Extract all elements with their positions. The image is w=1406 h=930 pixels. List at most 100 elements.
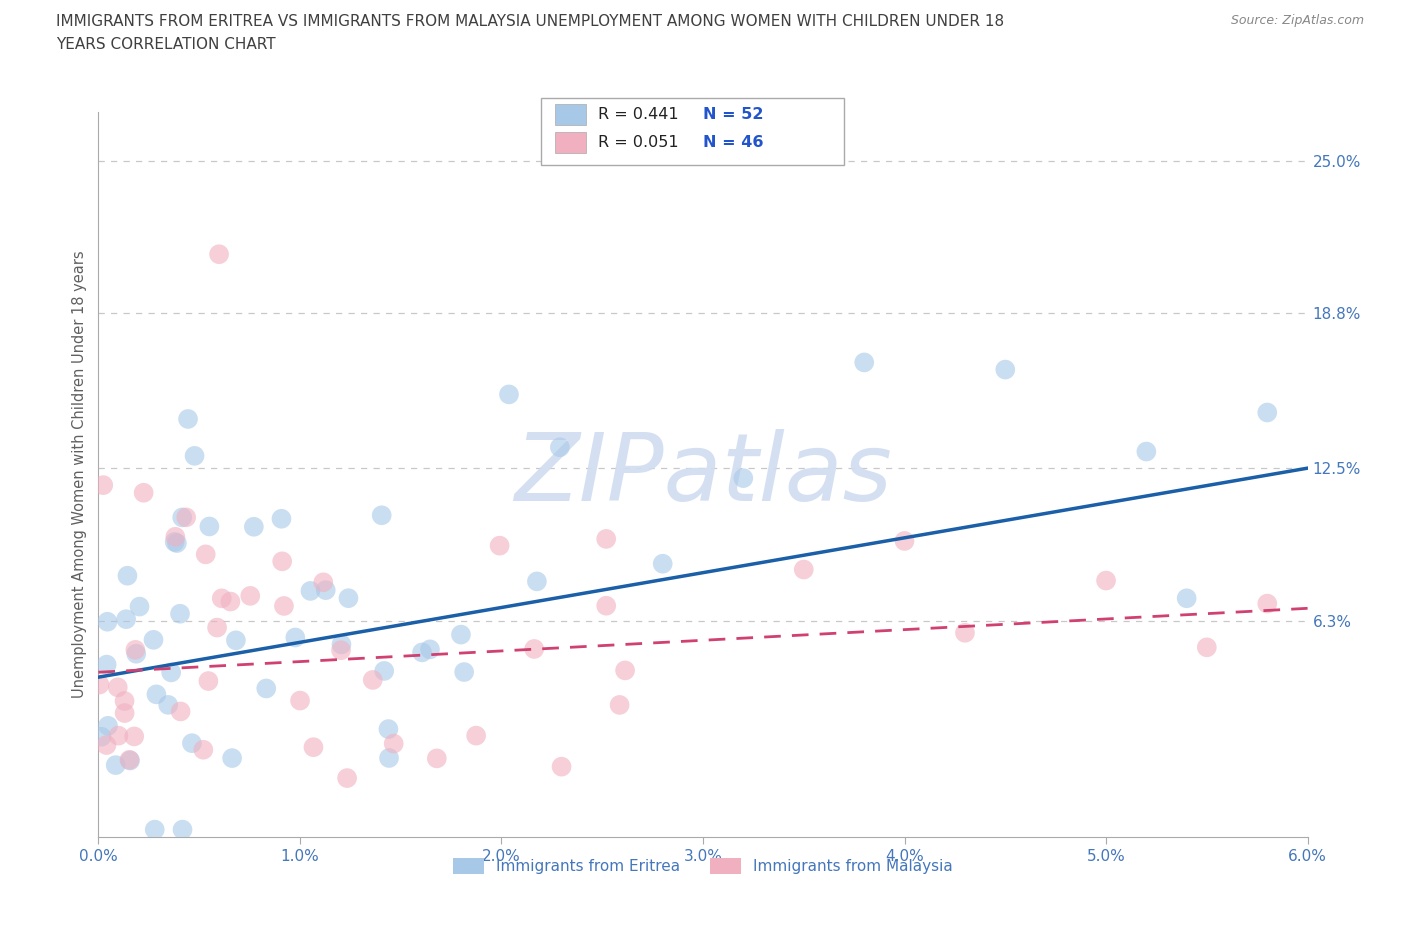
Legend: Immigrants from Eritrea, Immigrants from Malaysia: Immigrants from Eritrea, Immigrants from… <box>447 852 959 880</box>
Point <box>166 536 188 551</box>
Point <box>651 556 673 571</box>
Point <box>104 758 127 773</box>
Point <box>609 698 631 712</box>
Point <box>488 538 510 553</box>
Text: IMMIGRANTS FROM ERITREA VS IMMIGRANTS FROM MALAYSIA UNEMPLOYMENT AMONG WOMEN WIT: IMMIGRANTS FROM ERITREA VS IMMIGRANTS FR… <box>56 14 1004 29</box>
Point <box>614 663 637 678</box>
Point <box>336 771 359 786</box>
Point <box>361 672 384 687</box>
Point <box>1256 405 1278 420</box>
Point <box>125 646 148 661</box>
Point <box>91 478 114 493</box>
Point <box>172 822 194 837</box>
Point <box>165 529 187 544</box>
Point <box>117 568 139 583</box>
Text: Source: ZipAtlas.com: Source: ZipAtlas.com <box>1230 14 1364 27</box>
Point <box>114 694 136 709</box>
Point <box>160 665 183 680</box>
Point <box>526 574 548 589</box>
Point <box>312 575 335 590</box>
Text: R = 0.441: R = 0.441 <box>598 107 678 122</box>
Point <box>114 706 136 721</box>
Point <box>132 485 155 500</box>
Point <box>1256 596 1278 611</box>
Point <box>122 729 145 744</box>
Point <box>793 562 815 577</box>
Point <box>96 658 118 672</box>
Point <box>548 440 571 455</box>
Point <box>302 739 325 754</box>
Point <box>194 547 217 562</box>
Point <box>595 598 617 613</box>
Text: N = 46: N = 46 <box>703 135 763 150</box>
Point <box>181 736 204 751</box>
Point <box>107 680 129 695</box>
Point <box>337 591 360 605</box>
Point <box>1195 640 1218 655</box>
Point <box>120 753 142 768</box>
Point <box>953 625 976 640</box>
Point <box>142 632 165 647</box>
Point <box>96 737 118 752</box>
Point <box>174 510 197 525</box>
Point <box>198 519 221 534</box>
Point <box>197 673 219 688</box>
Point <box>169 704 191 719</box>
Point <box>97 718 120 733</box>
Point <box>370 508 392 523</box>
Point <box>124 643 146 658</box>
Point <box>411 644 433 659</box>
Point <box>450 627 472 642</box>
Point <box>239 589 262 604</box>
Point <box>89 677 111 692</box>
Point <box>183 448 205 463</box>
Point <box>273 599 295 614</box>
Point <box>172 510 194 525</box>
Point <box>163 535 186 550</box>
Point <box>595 531 617 546</box>
Point <box>426 751 449 765</box>
Point <box>118 752 141 767</box>
Point <box>157 698 180 712</box>
Point <box>498 387 520 402</box>
Point <box>219 594 242 609</box>
Point <box>1095 573 1118 588</box>
Y-axis label: Unemployment Among Women with Children Under 18 years: Unemployment Among Women with Children U… <box>72 250 87 698</box>
Point <box>284 630 307 644</box>
Point <box>270 512 292 526</box>
Point <box>382 737 405 751</box>
Point <box>243 519 266 534</box>
Text: YEARS CORRELATION CHART: YEARS CORRELATION CHART <box>56 37 276 52</box>
Point <box>143 822 166 837</box>
Point <box>193 742 215 757</box>
Point <box>96 615 118 630</box>
Point <box>465 728 488 743</box>
Point <box>733 471 755 485</box>
Point <box>221 751 243 765</box>
Point <box>90 729 112 744</box>
Point <box>1175 591 1198 605</box>
Point <box>523 642 546 657</box>
Point <box>453 665 475 680</box>
Point <box>107 728 129 743</box>
Point <box>288 693 311 708</box>
Text: R = 0.051: R = 0.051 <box>598 135 678 150</box>
Point <box>1135 445 1157 459</box>
Point <box>315 583 337 598</box>
Point <box>145 687 167 702</box>
Point <box>271 554 294 569</box>
Point <box>853 355 876 370</box>
Point <box>254 681 277 696</box>
Point <box>208 246 231 261</box>
Point <box>177 412 200 427</box>
Point <box>373 663 395 678</box>
Point <box>419 642 441 657</box>
Point <box>330 643 353 658</box>
Point <box>211 591 233 605</box>
Point <box>893 534 915 549</box>
Point <box>225 633 247 648</box>
Point <box>115 612 138 627</box>
Text: ZIPatlas: ZIPatlas <box>515 429 891 520</box>
Point <box>377 722 399 737</box>
Point <box>205 620 228 635</box>
